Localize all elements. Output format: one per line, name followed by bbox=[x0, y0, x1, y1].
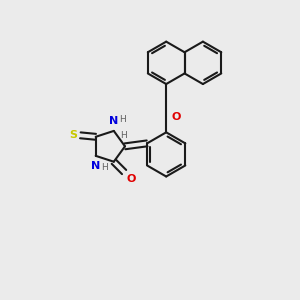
Text: H: H bbox=[120, 131, 127, 140]
Text: O: O bbox=[171, 112, 181, 122]
Text: H: H bbox=[101, 163, 107, 172]
Text: N: N bbox=[109, 116, 119, 126]
Text: H: H bbox=[119, 115, 126, 124]
Text: O: O bbox=[126, 174, 136, 184]
Text: S: S bbox=[69, 130, 77, 140]
Text: N: N bbox=[91, 161, 100, 171]
